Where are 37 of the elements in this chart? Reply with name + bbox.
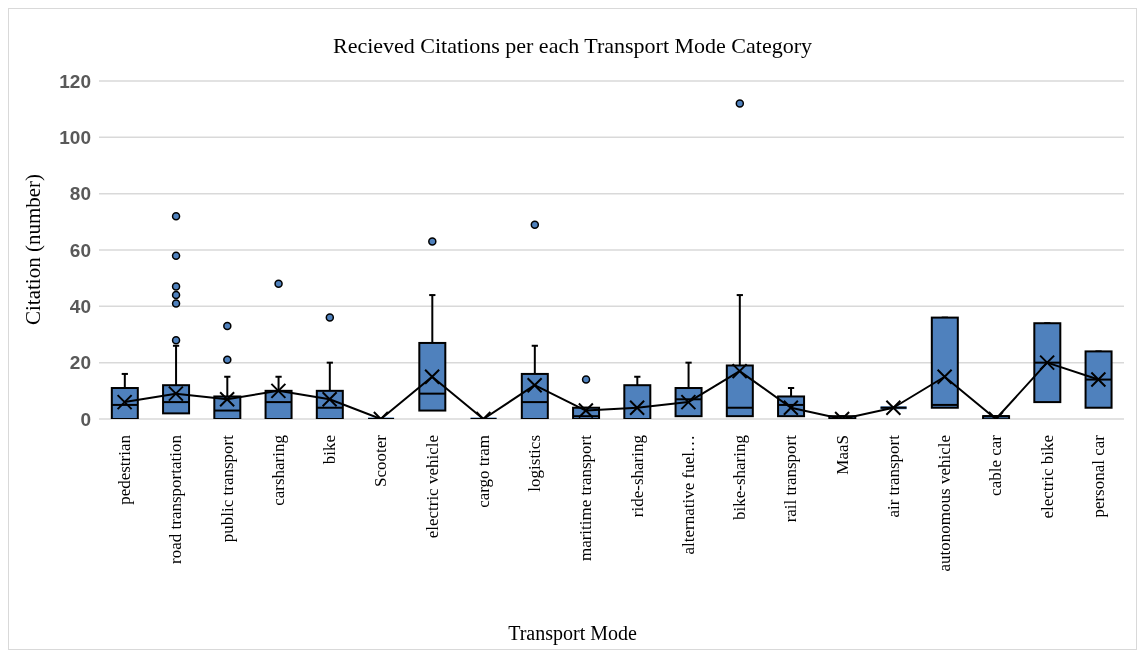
- x-tick-label: carsharing: [268, 434, 288, 506]
- y-tick-label: 100: [59, 127, 91, 149]
- x-tick-label: maritime transport: [576, 434, 596, 562]
- x-tick-label: electric bike: [1037, 435, 1057, 519]
- x-tick-label: public transport: [217, 434, 237, 543]
- x-tick-label: bike-sharing: [730, 434, 750, 520]
- x-tick-label: logistics: [525, 435, 545, 492]
- x-tick-label: cable car: [986, 434, 1006, 496]
- point: [1039, 354, 1056, 371]
- x-tick-label: rail transport: [781, 434, 801, 523]
- x-tick-label: electric vehicle: [422, 435, 442, 539]
- x-tick-label: road transportation: [166, 434, 186, 564]
- point: [731, 363, 748, 380]
- x-tick-label: autonomous vehicle: [935, 435, 955, 572]
- y-tick-label: 40: [69, 296, 91, 318]
- y-tick-label: 80: [69, 183, 91, 205]
- x-tick-label: cargo tram: [473, 435, 493, 508]
- y-tick-label: 120: [59, 70, 91, 92]
- x-tick-label: alternative fuel…: [678, 435, 698, 555]
- point: [936, 368, 953, 385]
- x-tick-label: pedestrian: [115, 434, 135, 505]
- point: [885, 399, 902, 416]
- y-axis-title: Citation (number): [21, 173, 47, 325]
- chart-title: Recieved Citations per each Transport Mode Category: [332, 33, 813, 59]
- x-tick-label: bike: [320, 435, 340, 465]
- y-tick-label: 20: [69, 352, 91, 374]
- point: [424, 368, 441, 385]
- y-tick-label: 0: [80, 408, 91, 430]
- x-axis-title: Transport Mode: [507, 622, 638, 645]
- x-tick-label: MaaS: [832, 435, 852, 475]
- x-tick-label: ride-sharing: [627, 434, 647, 518]
- x-tick-label: air transport: [883, 434, 903, 518]
- x-tick-label: personal car: [1088, 434, 1108, 518]
- point: [526, 377, 543, 394]
- y-tick-label: 60: [69, 239, 91, 261]
- x-tick-label: Scooter: [371, 434, 391, 487]
- point: [270, 382, 287, 399]
